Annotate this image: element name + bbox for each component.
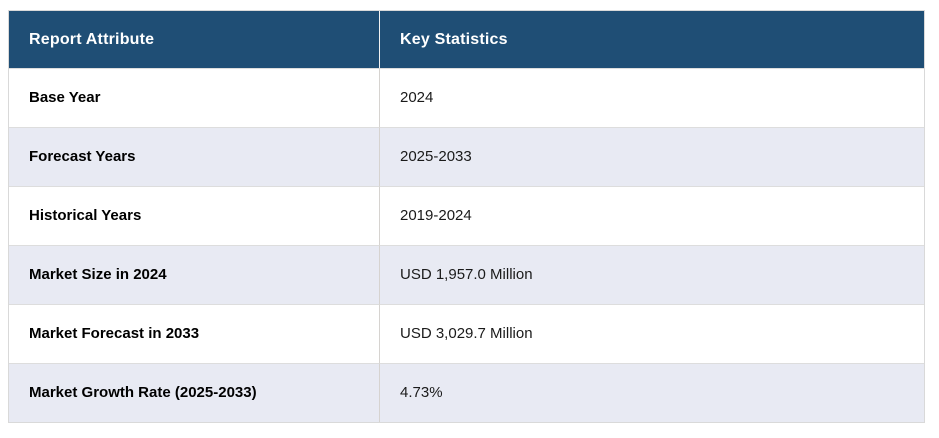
table-row-market-forecast: Market Forecast in 2033 USD 3,029.7 Mill… — [9, 304, 924, 363]
attribute-cell: Historical Years — [9, 186, 379, 245]
value-cell: 2019-2024 — [379, 186, 924, 245]
table-body: Base Year 2024 Forecast Years 2025-2033 … — [9, 68, 924, 422]
table-row-historical-years: Historical Years 2019-2024 — [9, 186, 924, 245]
value-cell: 2024 — [379, 68, 924, 127]
table-row-forecast-years: Forecast Years 2025-2033 — [9, 127, 924, 186]
attribute-cell: Market Forecast in 2033 — [9, 304, 379, 363]
header-report-attribute: Report Attribute — [9, 11, 379, 68]
attribute-cell: Market Growth Rate (2025-2033) — [9, 363, 379, 422]
table-row-base-year: Base Year 2024 — [9, 68, 924, 127]
table-row-market-size: Market Size in 2024 USD 1,957.0 Million — [9, 245, 924, 304]
value-cell: 2025-2033 — [379, 127, 924, 186]
report-statistics-table: Report Attribute Key Statistics Base Yea… — [8, 10, 925, 423]
attribute-cell: Market Size in 2024 — [9, 245, 379, 304]
attribute-cell: Base Year — [9, 68, 379, 127]
header-key-statistics: Key Statistics — [379, 11, 924, 68]
value-cell: USD 1,957.0 Million — [379, 245, 924, 304]
table-row-market-growth-rate: Market Growth Rate (2025-2033) 4.73% — [9, 363, 924, 422]
table-header: Report Attribute Key Statistics — [9, 11, 924, 68]
value-cell: 4.73% — [379, 363, 924, 422]
value-cell: USD 3,029.7 Million — [379, 304, 924, 363]
header-row: Report Attribute Key Statistics — [9, 11, 924, 68]
attribute-cell: Forecast Years — [9, 127, 379, 186]
